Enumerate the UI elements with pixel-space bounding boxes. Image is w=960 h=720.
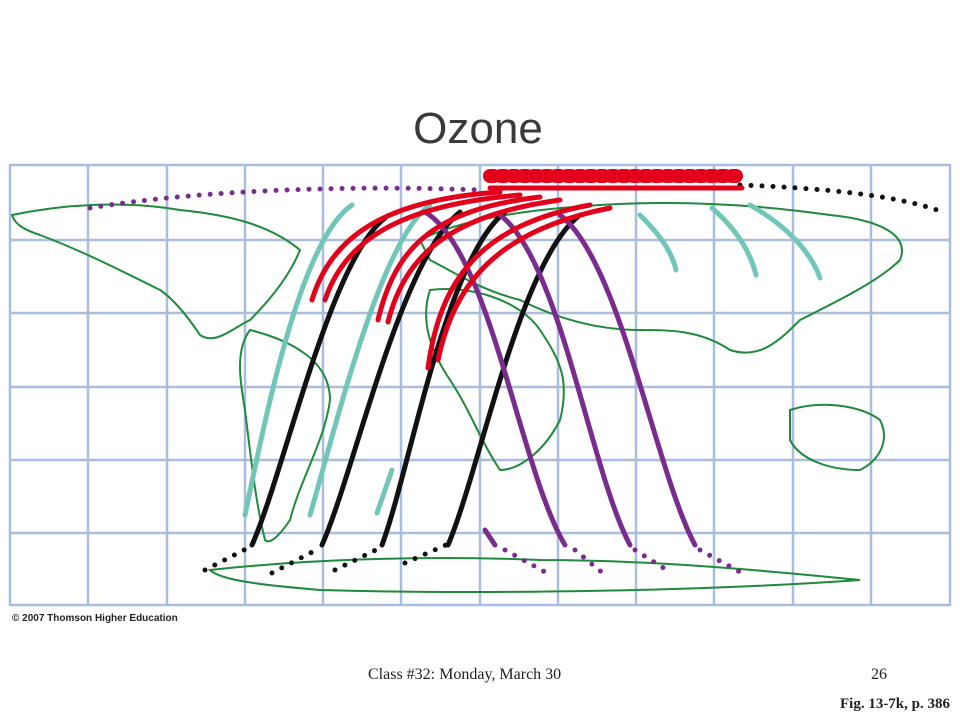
title: Ozone xyxy=(413,104,543,153)
footer-text: Class #32: Monday, March 30 xyxy=(368,666,561,683)
continents xyxy=(10,202,903,593)
grid xyxy=(8,163,952,607)
trajectories xyxy=(87,169,948,578)
copyright: © 2007 Thomson Higher Education xyxy=(12,613,178,624)
page-number: 26 xyxy=(871,666,887,683)
figure-caption: Fig. 13-7k, p. 386 xyxy=(840,696,951,712)
